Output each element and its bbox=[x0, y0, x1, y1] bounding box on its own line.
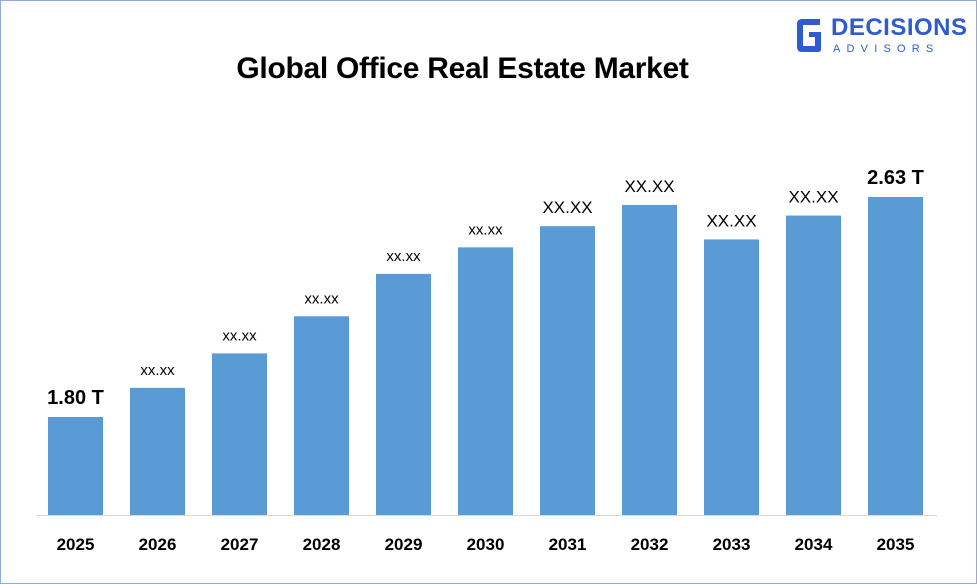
data-label-2029: xx.xx bbox=[386, 248, 421, 265]
bar-2025 bbox=[48, 417, 103, 515]
bar-2035 bbox=[868, 197, 923, 515]
bar-2032 bbox=[622, 204, 677, 515]
data-label-2031: XX.XX bbox=[542, 198, 592, 217]
x-tick-label-2027: 2027 bbox=[221, 535, 259, 554]
x-tick-label-2026: 2026 bbox=[139, 535, 177, 554]
decisions-advisors-logo-icon bbox=[797, 19, 821, 52]
x-tick-label-2034: 2034 bbox=[795, 535, 833, 554]
data-label-2034: XX.XX bbox=[788, 188, 838, 207]
logo-name: DECISIONS bbox=[831, 14, 968, 41]
x-tick-label-2030: 2030 bbox=[467, 535, 505, 554]
x-tick-label-2033: 2033 bbox=[713, 535, 751, 554]
bar-2028 bbox=[294, 316, 349, 515]
bar-2034 bbox=[786, 215, 841, 516]
bar-2029 bbox=[376, 273, 431, 515]
brand-logo: DECISIONS ADVISORS bbox=[793, 14, 967, 58]
bar-2031 bbox=[540, 226, 595, 516]
data-label-2035: 2.63 T bbox=[867, 167, 924, 189]
logo-tagline: ADVISORS bbox=[833, 43, 940, 55]
data-label-2025: 1.80 T bbox=[47, 387, 104, 409]
data-label-2026: xx.xx bbox=[140, 362, 175, 379]
x-tick-label-2028: 2028 bbox=[303, 535, 341, 554]
x-tick-label-2025: 2025 bbox=[57, 535, 95, 554]
bar-2026 bbox=[130, 387, 185, 515]
bar-2027 bbox=[212, 353, 267, 515]
x-tick-label-2029: 2029 bbox=[385, 535, 423, 554]
x-tick-label-2032: 2032 bbox=[631, 535, 669, 554]
x-tick-label-2035: 2035 bbox=[877, 535, 915, 554]
bar-2030 bbox=[458, 247, 513, 515]
bar-2033 bbox=[704, 239, 759, 515]
data-label-2030: xx.xx bbox=[468, 221, 503, 238]
data-label-2027: xx.xx bbox=[222, 327, 257, 344]
x-tick-label-2031: 2031 bbox=[549, 535, 587, 554]
data-label-2028: xx.xx bbox=[304, 290, 339, 307]
chart-title: Global Office Real Estate Market bbox=[236, 52, 689, 85]
data-label-2032: XX.XX bbox=[624, 177, 674, 196]
data-label-2033: XX.XX bbox=[706, 211, 756, 230]
